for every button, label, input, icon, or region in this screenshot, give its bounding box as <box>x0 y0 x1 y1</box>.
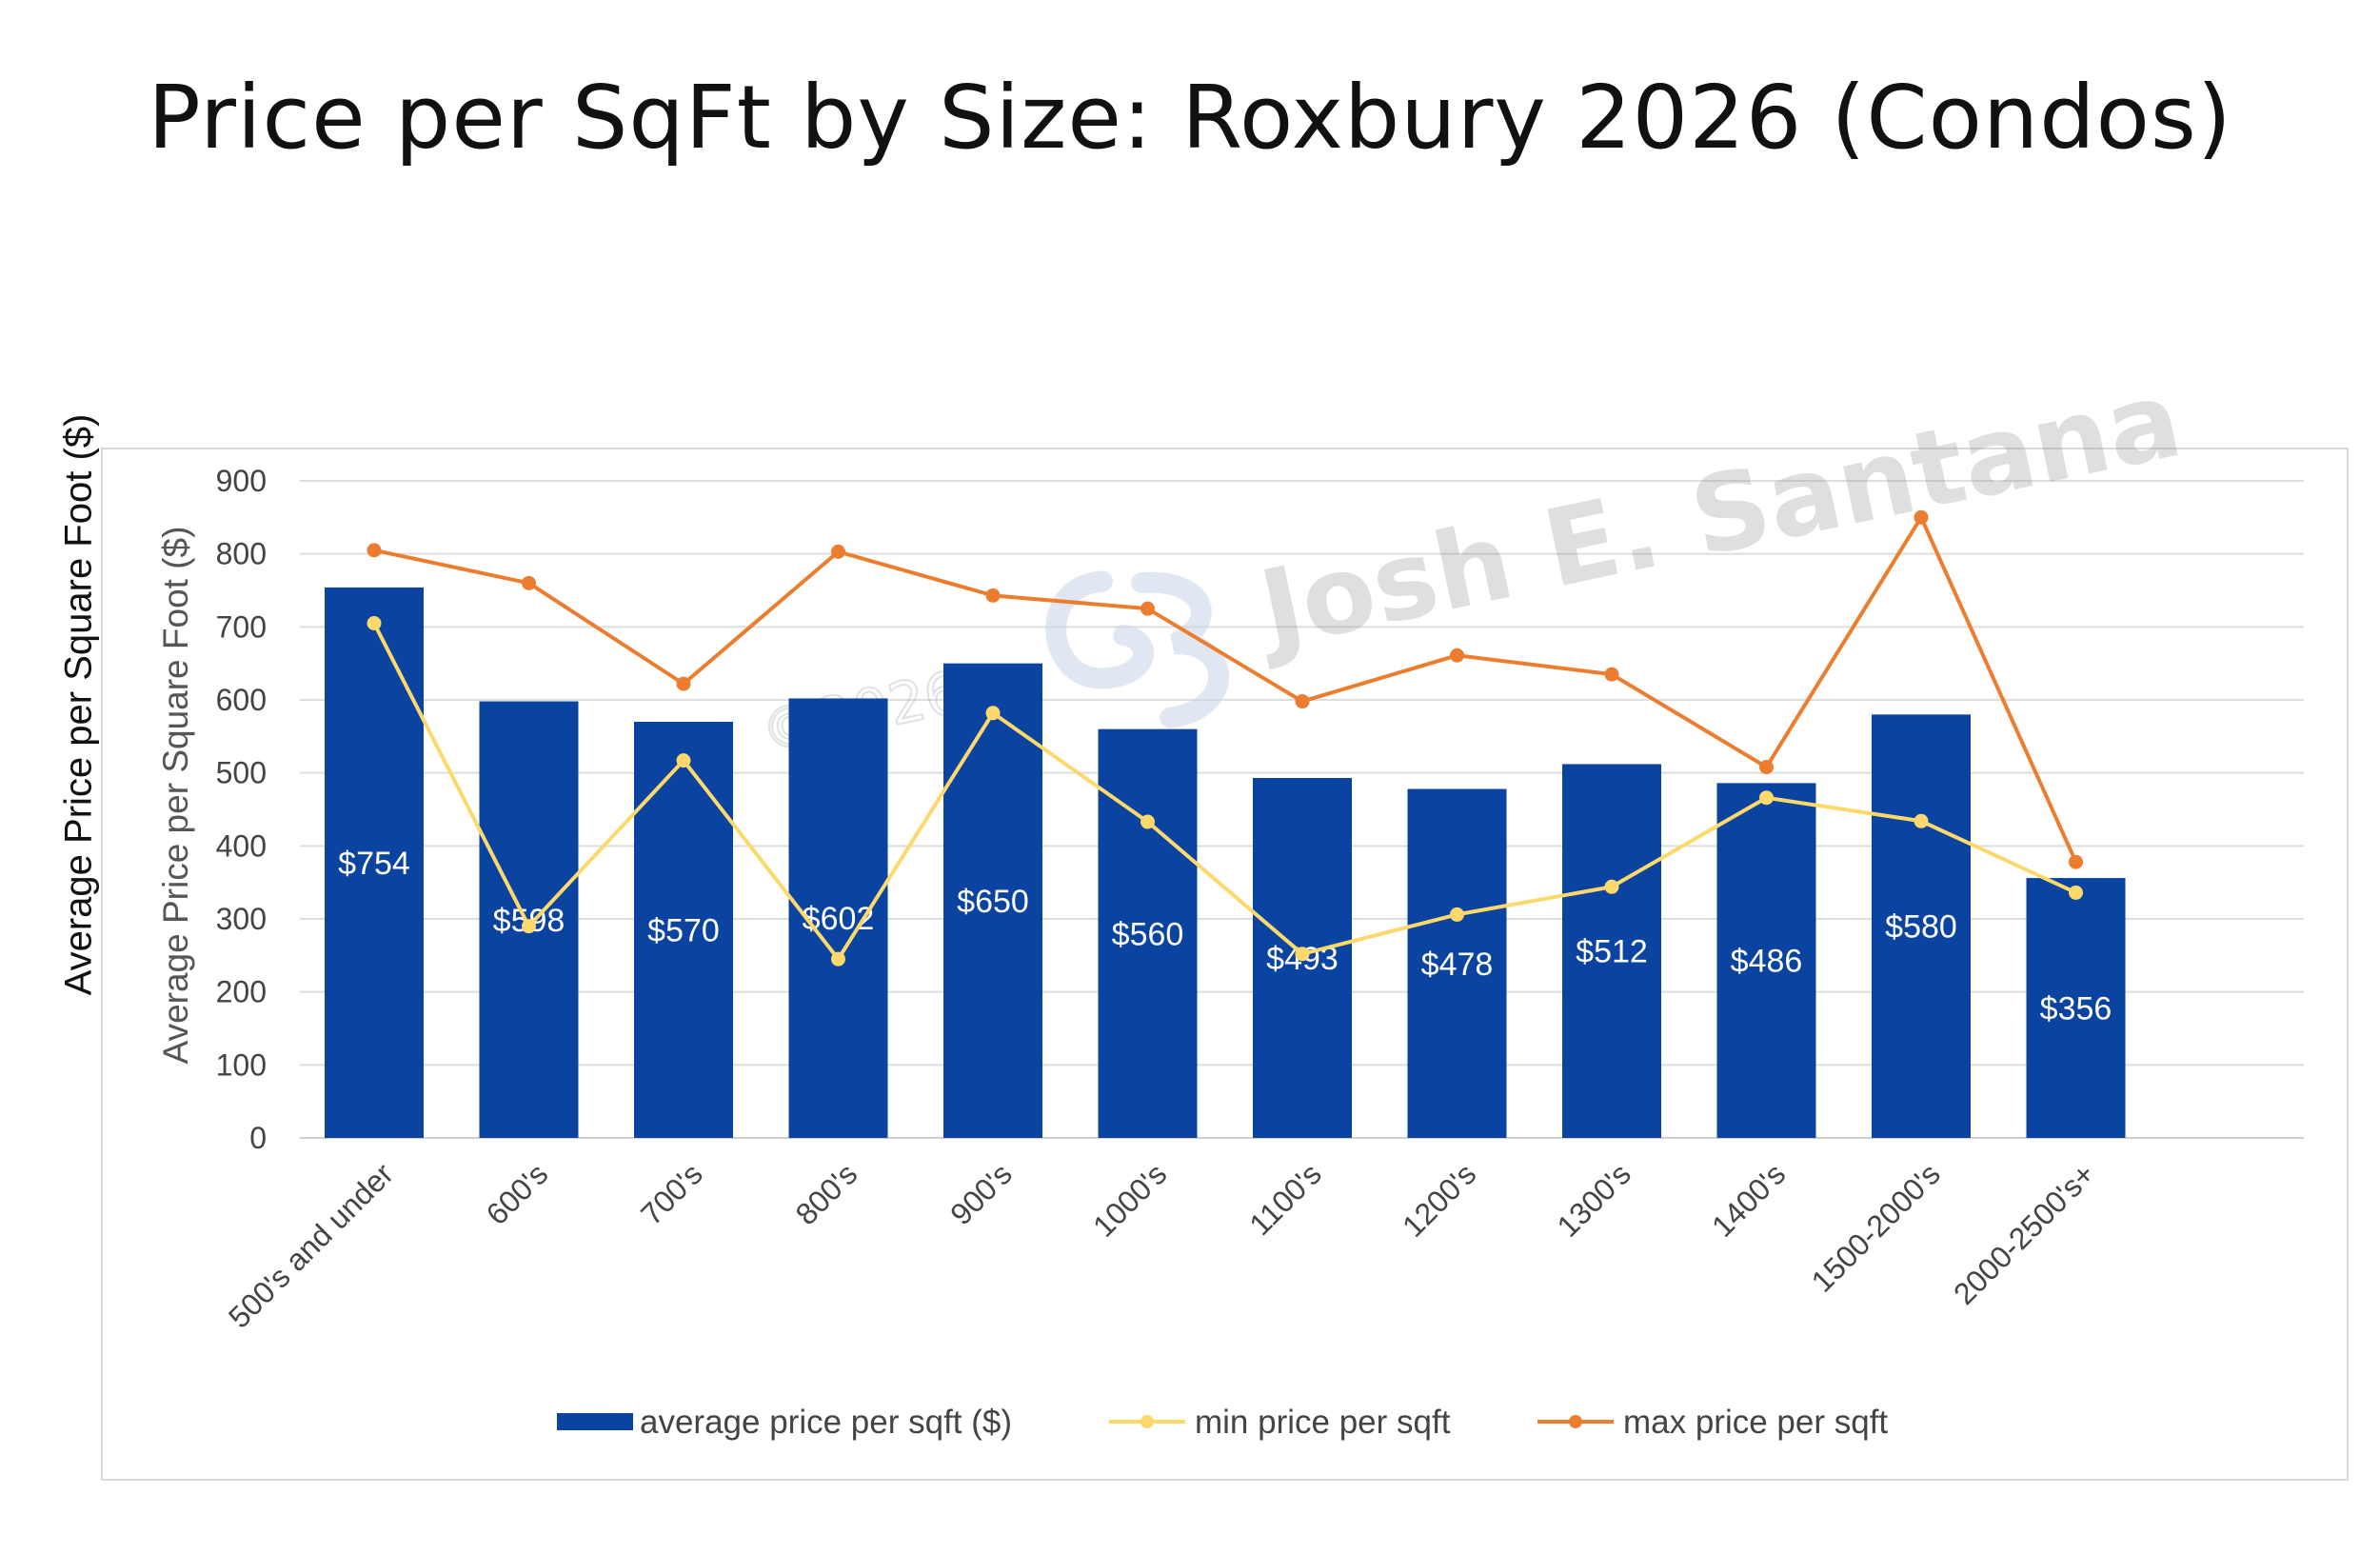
series-point <box>1604 879 1619 894</box>
y-tick-label: 800 <box>216 537 267 571</box>
series-point <box>1140 601 1155 616</box>
series-point <box>1604 667 1619 682</box>
bar <box>1407 788 1507 1138</box>
line-series-group <box>367 616 2083 967</box>
bar-data-label: $650 <box>957 884 1029 920</box>
series-point <box>2069 854 2083 869</box>
legend-marker <box>1569 1415 1582 1428</box>
legend-label: average price per sqft ($) <box>640 1404 1012 1441</box>
legend-swatch <box>557 1413 633 1430</box>
x-category-label: 1000's <box>1086 1156 1173 1243</box>
chart-frame <box>101 448 2349 1481</box>
series-point <box>522 919 536 934</box>
y-tick-label: 200 <box>216 975 267 1009</box>
x-category-label: 1100's <box>1242 1156 1328 1242</box>
watermark-logo-icon <box>1045 570 1229 728</box>
y-tick-label: 100 <box>216 1047 267 1082</box>
series-point <box>831 544 845 559</box>
y-tick-label: 0 <box>249 1121 267 1155</box>
bar <box>1562 764 1661 1138</box>
bar-data-label: $580 <box>1885 909 1957 946</box>
legend-item: max price per sqft <box>1537 1404 1888 1441</box>
bar-data-label: $512 <box>1576 934 1648 970</box>
bar <box>943 663 1042 1138</box>
bar <box>634 722 733 1138</box>
series-point <box>1759 760 1774 775</box>
series-point <box>1450 907 1464 922</box>
line-series <box>367 509 2083 967</box>
bar-data-label: $570 <box>647 913 720 949</box>
series-point <box>1759 790 1774 806</box>
series-line <box>372 622 2077 962</box>
legend-marker <box>1140 1415 1154 1428</box>
bar <box>325 587 424 1138</box>
legend-label: min price per sqft <box>1195 1404 1451 1441</box>
bar-data-label: $486 <box>1731 944 1803 980</box>
chart-title: Price per SqFt by Size: Roxbury 2026 (Co… <box>148 67 2232 169</box>
bar-data-label: $560 <box>1112 916 1184 952</box>
series-line <box>373 515 2078 864</box>
y-tick-label: 400 <box>216 828 267 863</box>
series-point <box>367 543 382 558</box>
series-point <box>1914 509 1929 525</box>
series-point <box>985 706 1001 721</box>
bar <box>1872 714 1971 1138</box>
y-tick-label: 300 <box>216 902 267 936</box>
legend: average price per sqft ($) min price per … <box>557 1404 1888 1441</box>
x-category-label: 1300's <box>1551 1156 1637 1243</box>
series-point <box>1295 694 1310 709</box>
x-category-label: 1500-2000's <box>1805 1156 1947 1298</box>
series-point <box>1450 648 1464 663</box>
series-point <box>676 676 691 691</box>
y-axis-ticks: 0 100 200 300 400 500 600 700 800 900 <box>216 464 267 1155</box>
series-point <box>367 616 382 630</box>
series-point <box>522 575 536 590</box>
x-category-label: 1400's <box>1705 1156 1792 1243</box>
bar-data-label: $754 <box>338 846 410 882</box>
bar-data-label: $478 <box>1421 947 1494 983</box>
legend-item: min price per sqft <box>1109 1404 1451 1441</box>
legend-item: average price per sqft ($) <box>557 1404 1012 1441</box>
bar <box>2026 878 2126 1138</box>
x-category-label: 600's <box>480 1156 555 1231</box>
y-tick-label: 700 <box>216 609 267 644</box>
series-point <box>831 951 845 967</box>
x-category-label: 700's <box>634 1156 709 1231</box>
x-category-label: 900's <box>943 1156 1019 1231</box>
x-category-label: 2000-2500's+ <box>1947 1156 2102 1311</box>
x-category-label: 800's <box>789 1156 864 1231</box>
series-point <box>1295 947 1310 962</box>
y-tick-label: 900 <box>216 464 267 498</box>
bar <box>1716 783 1816 1138</box>
series-point <box>2069 885 2083 900</box>
series-point <box>985 588 1001 603</box>
line-series-group <box>367 509 2083 869</box>
x-axis-categories: 500's and under 600's 700's 800's 900's 1000'… <box>222 1156 2102 1334</box>
series-point <box>676 753 691 768</box>
series-point <box>1140 814 1155 829</box>
x-category-label: 1200's <box>1396 1156 1482 1243</box>
y-tick-label: 500 <box>216 756 267 790</box>
inner-y-axis-title: Average Price per Square Foot ($) <box>156 527 195 1065</box>
series-point <box>1914 813 1929 828</box>
bar-data-label: $356 <box>2040 991 2112 1027</box>
bar-data-labels: $754$598$570$602$650$560$493$478$512$486… <box>338 846 2112 1027</box>
legend-label: max price per sqft <box>1623 1404 1888 1441</box>
x-category-label: 500's and under <box>222 1156 400 1334</box>
y-tick-label: 600 <box>216 683 267 717</box>
